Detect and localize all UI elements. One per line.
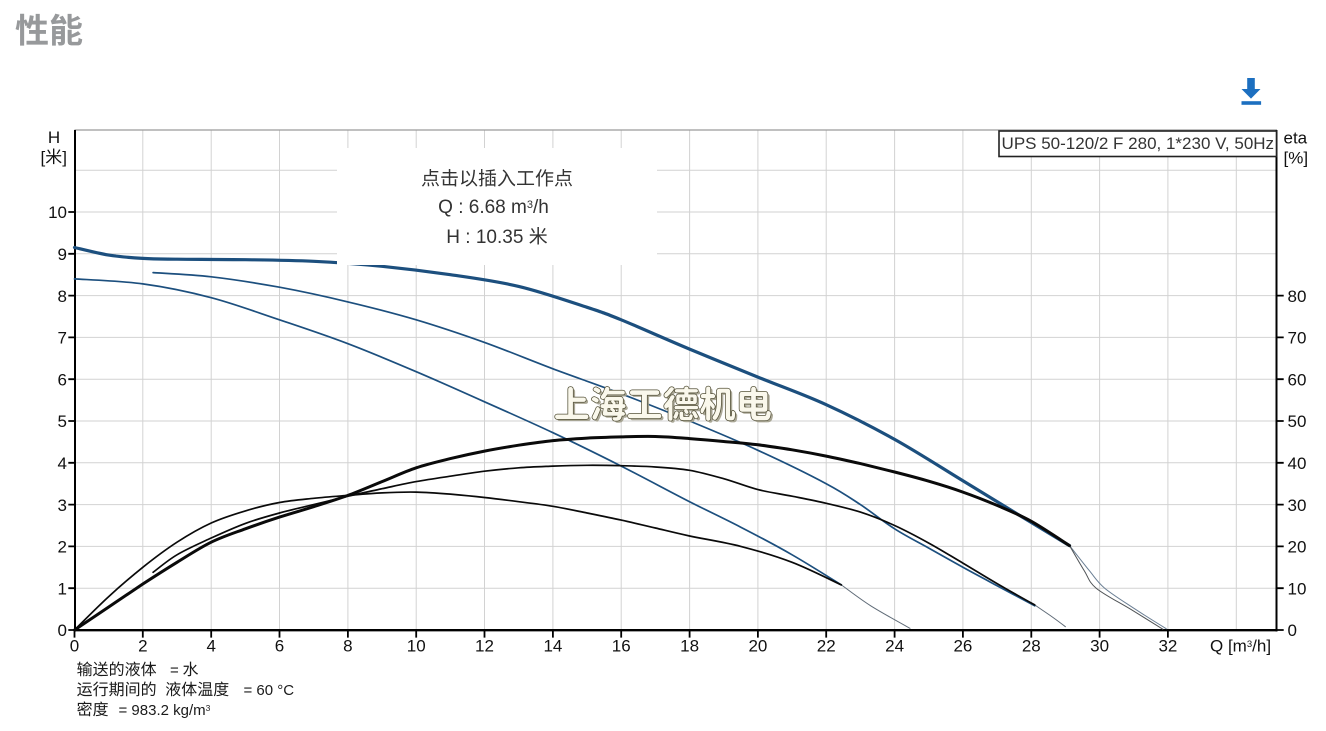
svg-text:10: 10: [48, 203, 67, 222]
svg-text:26: 26: [953, 637, 972, 656]
svg-text:0: 0: [70, 637, 79, 656]
svg-text:4: 4: [206, 637, 215, 656]
svg-text:5: 5: [58, 412, 67, 431]
svg-text:Q : 6.68 m3/h: Q : 6.68 m3/h: [438, 197, 549, 218]
svg-text:UPS 50-120/2 F 280, 1*230 V, 5: UPS 50-120/2 F 280, 1*230 V, 50Hz: [1002, 134, 1275, 153]
svg-text:0: 0: [58, 621, 67, 640]
svg-text:6: 6: [58, 370, 67, 389]
svg-text:2: 2: [58, 538, 67, 557]
svg-text:24: 24: [885, 637, 904, 656]
svg-text:9: 9: [58, 245, 67, 264]
svg-text:30: 30: [1090, 637, 1109, 656]
svg-text:8: 8: [58, 287, 67, 306]
svg-text:20: 20: [748, 637, 767, 656]
svg-text:22: 22: [817, 637, 836, 656]
svg-text:6: 6: [275, 637, 284, 656]
svg-text:40: 40: [1288, 454, 1307, 473]
svg-text:28: 28: [1022, 637, 1041, 656]
svg-text:=: =: [170, 662, 179, 679]
svg-text:]: ]: [62, 148, 67, 167]
svg-text:7: 7: [58, 329, 67, 348]
svg-text:20: 20: [1288, 538, 1307, 557]
svg-text:30: 30: [1288, 496, 1307, 515]
svg-text:= 983.2 kg/m3: = 983.2 kg/m3: [119, 702, 211, 719]
svg-text:14: 14: [543, 637, 562, 656]
svg-text:[%]: [%]: [1284, 149, 1309, 168]
svg-text:50: 50: [1288, 412, 1307, 431]
svg-text:12: 12: [475, 637, 494, 656]
svg-text:8: 8: [343, 637, 352, 656]
svg-text:0: 0: [1288, 621, 1297, 640]
svg-text:60: 60: [1288, 370, 1307, 389]
svg-text:1: 1: [58, 579, 67, 598]
svg-text:18: 18: [680, 637, 699, 656]
svg-text:eta: eta: [1284, 129, 1308, 148]
svg-text:H: H: [48, 128, 60, 147]
svg-text:4: 4: [58, 454, 67, 473]
svg-text:32: 32: [1158, 637, 1177, 656]
svg-text:3: 3: [58, 496, 67, 515]
svg-text:H : 10.35: H : 10.35: [446, 227, 523, 248]
svg-text:80: 80: [1288, 287, 1307, 306]
svg-text:16: 16: [612, 637, 631, 656]
svg-text:10: 10: [407, 637, 426, 656]
svg-text:2: 2: [138, 637, 147, 656]
svg-text:= 60 °C: = 60 °C: [244, 682, 295, 699]
svg-text:10: 10: [1288, 579, 1307, 598]
svg-text:Q [m3/h]: Q [m3/h]: [1210, 637, 1271, 656]
svg-text:[: [: [41, 148, 46, 167]
svg-text:70: 70: [1288, 329, 1307, 348]
